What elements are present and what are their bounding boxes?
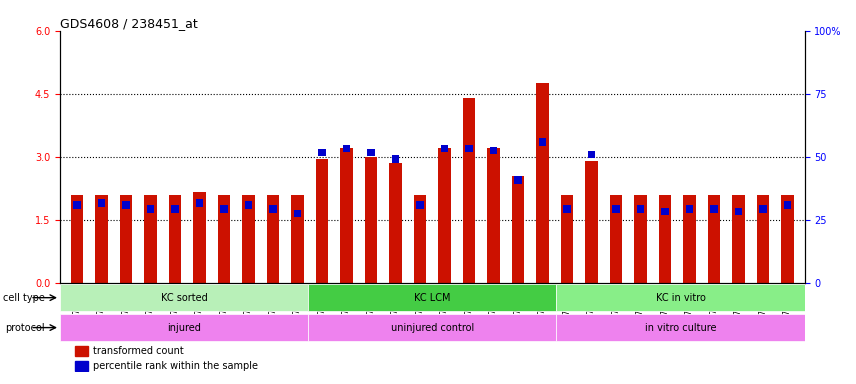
Bar — [686, 205, 693, 213]
Bar — [487, 148, 500, 283]
Bar — [637, 205, 645, 213]
Bar — [466, 144, 473, 152]
Text: percentile rank within the sample: percentile rank within the sample — [93, 361, 259, 371]
Text: in vitro culture: in vitro culture — [645, 323, 716, 333]
Bar — [245, 201, 253, 209]
Bar — [145, 195, 157, 283]
Bar — [512, 175, 524, 283]
Bar — [122, 201, 130, 209]
Bar — [242, 195, 255, 283]
Bar — [416, 201, 424, 209]
Bar — [463, 98, 475, 283]
Bar — [662, 207, 669, 215]
Bar — [71, 195, 83, 283]
Bar — [74, 361, 88, 371]
Bar — [218, 195, 230, 283]
Bar — [490, 147, 497, 154]
FancyBboxPatch shape — [308, 284, 556, 311]
Bar — [147, 205, 154, 213]
Bar — [414, 195, 426, 283]
Bar — [341, 148, 353, 283]
Bar — [438, 148, 450, 283]
Bar — [120, 195, 132, 283]
Bar — [537, 83, 549, 283]
Bar — [95, 195, 108, 283]
Bar — [588, 151, 595, 158]
Bar — [343, 144, 350, 152]
Bar — [609, 195, 622, 283]
Bar — [784, 201, 791, 209]
FancyBboxPatch shape — [556, 284, 805, 311]
Bar — [389, 163, 401, 283]
Text: KC sorted: KC sorted — [161, 293, 207, 303]
FancyBboxPatch shape — [60, 314, 308, 341]
Bar — [74, 201, 80, 209]
Bar — [74, 346, 88, 356]
Bar — [563, 205, 571, 213]
Bar — [538, 138, 546, 146]
Bar — [291, 195, 304, 283]
Bar — [316, 159, 328, 283]
Bar — [270, 205, 276, 213]
Bar — [734, 207, 742, 215]
Bar — [733, 195, 745, 283]
Text: transformed count: transformed count — [93, 346, 184, 356]
Bar — [220, 205, 228, 213]
Bar — [759, 205, 767, 213]
Bar — [757, 195, 770, 283]
Bar — [294, 210, 301, 217]
Bar — [710, 205, 717, 213]
Text: GDS4608 / 238451_at: GDS4608 / 238451_at — [60, 17, 198, 30]
Bar — [193, 192, 205, 283]
Text: KC LCM: KC LCM — [414, 293, 450, 303]
Bar — [683, 195, 696, 283]
Bar — [634, 195, 646, 283]
FancyBboxPatch shape — [308, 314, 556, 341]
Text: injured: injured — [167, 323, 201, 333]
Bar — [267, 195, 279, 283]
Bar — [586, 161, 597, 283]
Bar — [561, 195, 574, 283]
Text: KC in vitro: KC in vitro — [656, 293, 705, 303]
FancyBboxPatch shape — [556, 314, 805, 341]
Bar — [365, 157, 377, 283]
Bar — [782, 195, 794, 283]
Bar — [392, 155, 399, 162]
Bar — [98, 199, 105, 207]
Bar — [169, 195, 181, 283]
Bar — [659, 195, 671, 283]
Text: cell type: cell type — [3, 293, 45, 303]
Bar — [708, 195, 720, 283]
Bar — [171, 205, 179, 213]
Text: uninjured control: uninjured control — [390, 323, 474, 333]
FancyBboxPatch shape — [60, 284, 308, 311]
Bar — [514, 176, 521, 184]
Bar — [612, 205, 620, 213]
Bar — [441, 144, 449, 152]
Bar — [367, 149, 375, 156]
Bar — [318, 149, 326, 156]
Text: protocol: protocol — [5, 323, 45, 333]
Bar — [196, 199, 203, 207]
